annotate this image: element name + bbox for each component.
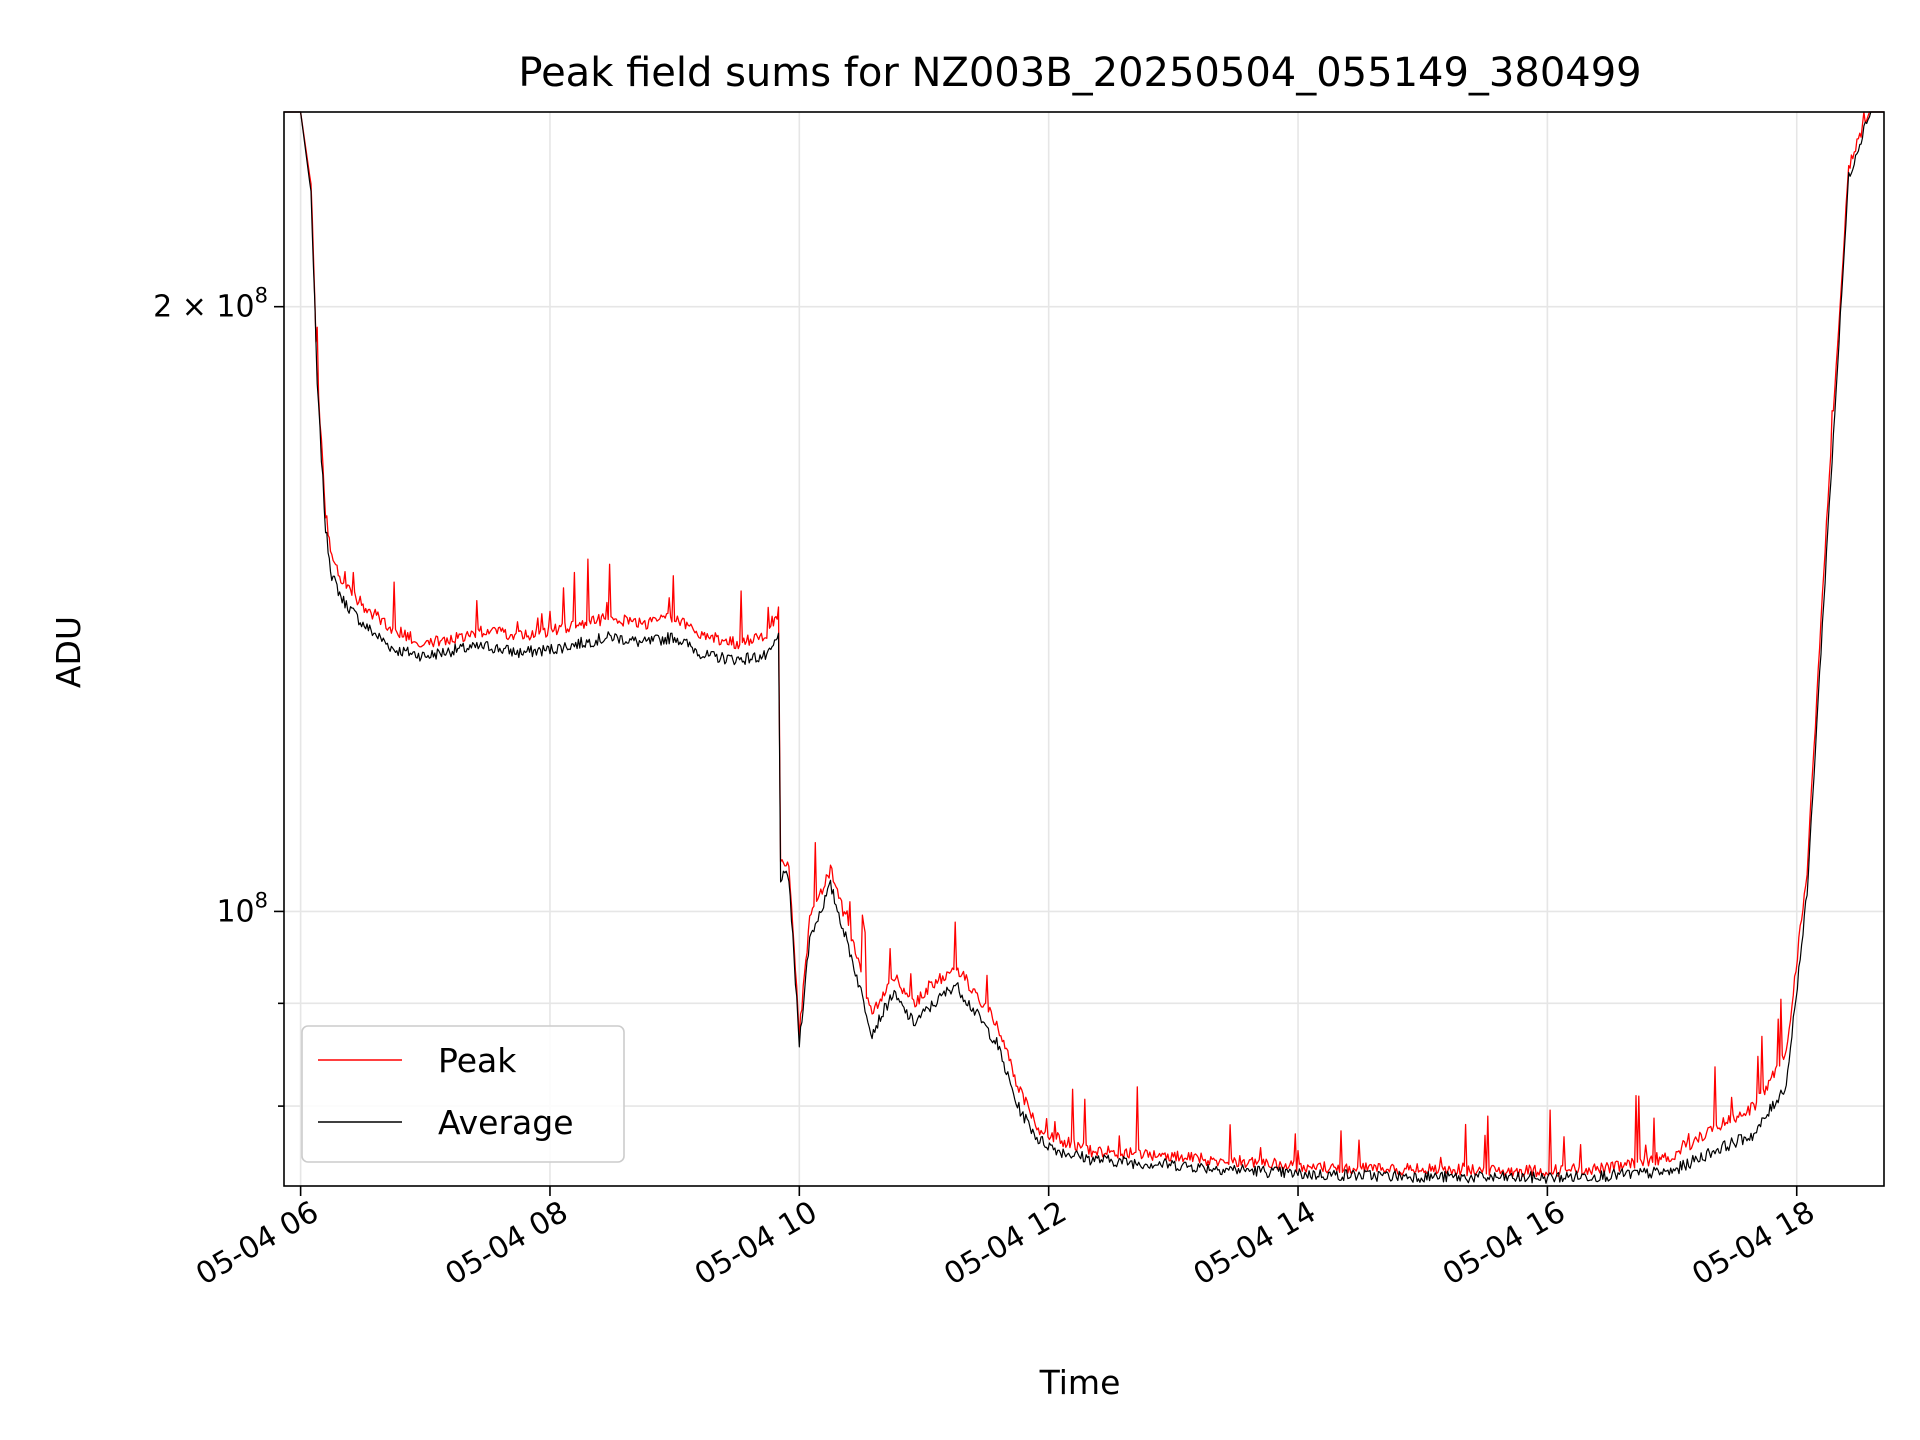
x-tick-label: 05-04 18 (1686, 1195, 1820, 1293)
grid (284, 112, 1884, 1186)
legend-label-average: Average (438, 1103, 574, 1142)
x-tick-label: 05-04 08 (440, 1195, 574, 1293)
x-tick-label: 05-04 06 (190, 1195, 324, 1293)
x-tick-label: 05-04 16 (1437, 1195, 1571, 1293)
x-axis-label: Time (1039, 1363, 1121, 1402)
x-tick-label: 05-04 14 (1188, 1195, 1322, 1293)
legend-label-peak: Peak (438, 1041, 517, 1080)
y-tick-label: 108 (216, 888, 268, 929)
chart-title: Peak field sums for NZ003B_20250504_0551… (518, 50, 1641, 96)
plot-area (284, 111, 1884, 1184)
x-tick-label: 05-04 12 (938, 1195, 1072, 1293)
y-tick-label: 2 × 108 (153, 284, 268, 325)
y-axis-label: ADU (49, 616, 88, 688)
series-line-peak (284, 111, 1884, 1178)
axes-frame (283, 111, 1885, 1187)
x-tick-label: 05-04 10 (689, 1195, 823, 1293)
legend: Peak Average (301, 1025, 625, 1163)
series-line-average (284, 111, 1884, 1184)
